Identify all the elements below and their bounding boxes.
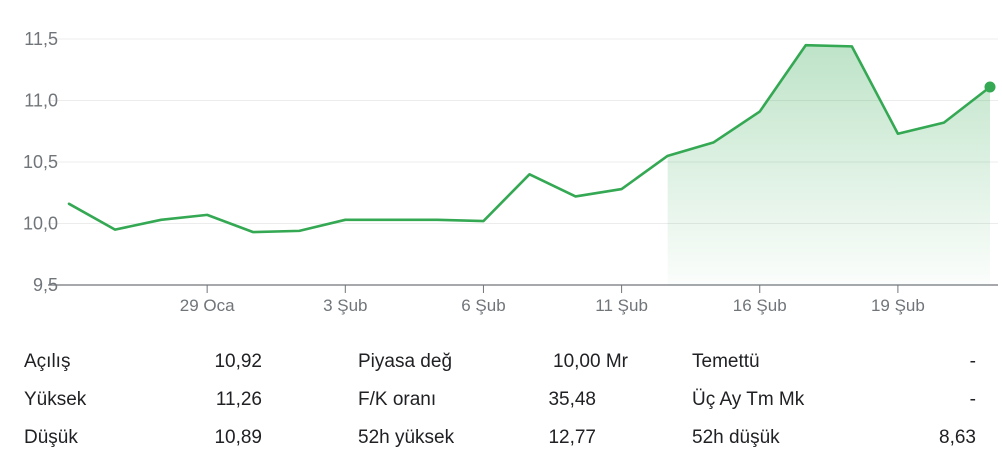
data-point — [711, 139, 717, 145]
stat-value-open: 10,92 — [214, 351, 262, 372]
stat-label-pe-ratio: F/K oranı — [358, 389, 437, 410]
stat-label-open: Açılış — [24, 351, 71, 372]
data-point — [757, 109, 763, 115]
x-axis-ticks: 29 Oca 3 Şub 6 Şub 11 Şub 16 Şub 19 Şub — [180, 285, 925, 315]
stat-label-low: Düşük — [24, 427, 78, 448]
data-points — [66, 42, 996, 235]
data-point — [480, 218, 486, 224]
data-point — [527, 171, 533, 177]
area-fill — [667, 45, 990, 286]
y-tick-label: 9,5 — [33, 275, 58, 295]
last-point[interactable] — [984, 81, 996, 93]
price-chart[interactable]: 11,5 11,0 10,5 10,0 9,5 29 Oca 3 Şub 6 Şub 11 Ş… — [0, 0, 1002, 330]
data-point — [434, 217, 440, 223]
stat-value-low: 10,89 — [214, 427, 262, 448]
stat-value-pe-ratio: 35,48 — [548, 389, 596, 410]
series-line — [67, 43, 992, 234]
data-point — [158, 217, 164, 223]
stat-value-dividend: - — [969, 351, 976, 372]
data-point — [941, 120, 947, 126]
x-tick-label: 3 Şub — [323, 296, 367, 315]
stats-row: Açılış 10,92 Piyasa değ 10,00 Mr Temettü… — [0, 344, 1002, 380]
highlight-area — [667, 45, 990, 286]
x-tick-label: 6 Şub — [461, 296, 505, 315]
y-axis-ticks: 11,5 11,0 10,5 10,0 9,5 — [23, 29, 58, 295]
stat-value-high: 11,26 — [215, 389, 262, 410]
stat-value-market-cap: 10,00 Mr — [553, 351, 628, 372]
stat-value-52w-high: 12,77 — [548, 427, 596, 448]
data-point — [573, 193, 579, 199]
data-point — [66, 201, 72, 207]
stat-label-high: Yüksek — [24, 389, 87, 410]
data-point — [665, 153, 671, 159]
data-point — [204, 212, 210, 218]
stat-label-dividend: Temettü — [692, 351, 760, 372]
price-line — [67, 43, 992, 234]
y-tick-label: 11,0 — [24, 91, 58, 111]
stat-label-three-month: Üç Ay Tm Mk — [692, 389, 805, 410]
data-point — [112, 227, 118, 233]
stats-row: Düşük 10,89 52h yüksek 12,77 52h düşük 8… — [0, 420, 1002, 456]
data-point — [849, 43, 855, 49]
data-point — [250, 229, 256, 235]
data-point — [296, 228, 302, 234]
data-point — [342, 217, 348, 223]
stat-label-52w-low: 52h düşük — [692, 427, 780, 448]
x-tick-label: 29 Oca — [180, 296, 235, 315]
data-point — [619, 186, 625, 192]
stat-label-52w-high: 52h yüksek — [358, 427, 455, 448]
data-point — [803, 42, 809, 48]
x-tick-label: 19 Şub — [871, 296, 925, 315]
stats-row: Yüksek 11,26 F/K oranı 35,48 Üç Ay Tm Mk… — [0, 382, 1002, 418]
x-tick-label: 16 Şub — [733, 296, 787, 315]
stat-value-52w-low: 8,63 — [939, 427, 976, 448]
y-tick-label: 11,5 — [24, 29, 58, 49]
y-tick-label: 10,0 — [23, 214, 58, 234]
y-tick-label: 10,5 — [23, 152, 58, 172]
data-point — [895, 131, 901, 137]
stat-value-three-month: - — [969, 389, 976, 410]
stat-label-market-cap: Piyasa değ — [358, 351, 453, 372]
x-tick-label: 11 Şub — [595, 296, 648, 315]
data-point — [388, 217, 394, 223]
